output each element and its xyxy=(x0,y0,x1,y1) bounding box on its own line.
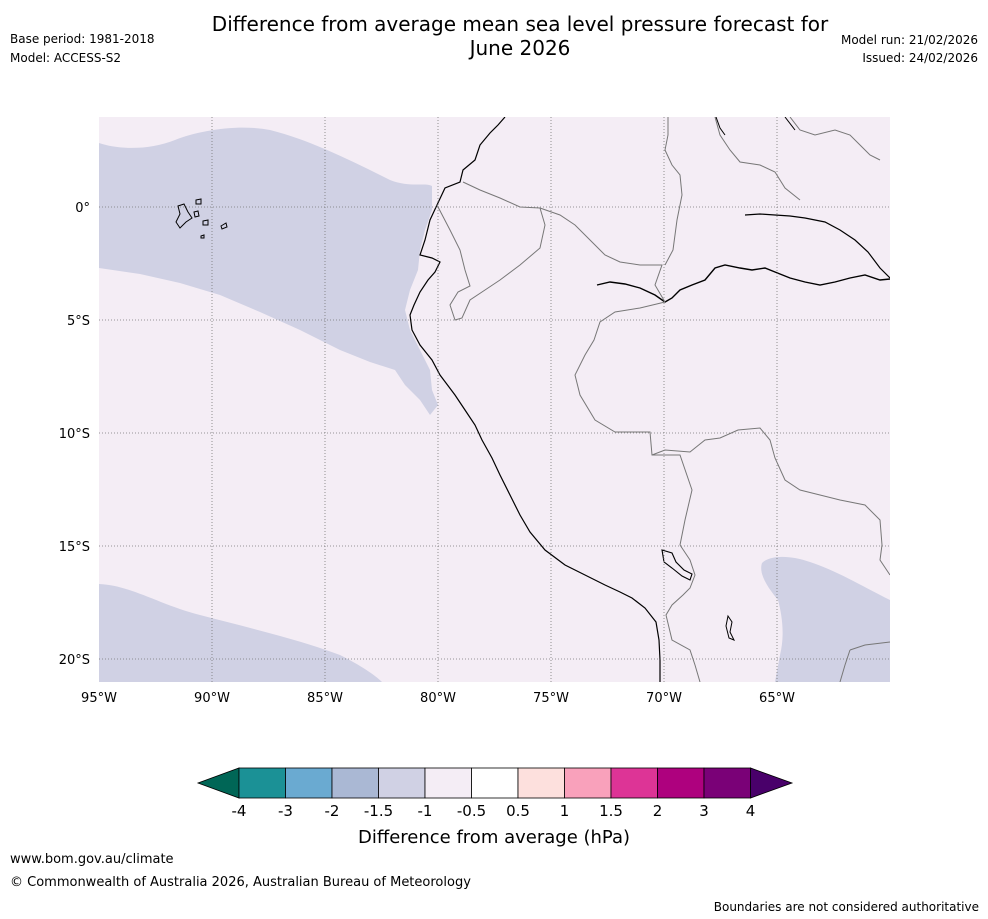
lon-label: 65°W xyxy=(759,691,795,706)
negative-anomaly-region-pacific xyxy=(99,127,438,415)
longitude-labels: 95°W 90°W 85°W 80°W 75°W 70°W 65°W xyxy=(81,691,795,706)
colorbar-swatch xyxy=(238,767,286,799)
colorbar-tick-label: 1.5 xyxy=(599,802,623,820)
footer-url[interactable]: www.bom.gov.au/climate xyxy=(10,852,174,867)
base-period-text: Base period: 1981-2018 xyxy=(10,32,155,46)
issued-text: Issued: 24/02/2026 xyxy=(862,51,978,65)
colorbar-swatch xyxy=(378,767,426,799)
border-bolivia-chile xyxy=(665,544,701,682)
latitude-labels: 0° 5°S 10°S 15°S 20°S xyxy=(59,201,90,668)
page-title: Difference from average mean sea level p… xyxy=(170,12,870,60)
lake-poopo xyxy=(725,614,736,641)
lon-label: 95°W xyxy=(81,691,117,706)
amazon-river xyxy=(596,264,890,303)
footer-disclaimer: Boundaries are not considered authoritat… xyxy=(713,900,979,914)
colorbar-extend-low xyxy=(196,767,240,799)
coastline-south-america xyxy=(409,117,661,682)
lon-label: 85°W xyxy=(307,691,343,706)
lake-titicaca xyxy=(661,549,693,581)
lon-label: 75°W xyxy=(533,691,569,706)
colorbar-tick-label: -1.5 xyxy=(364,802,393,820)
lat-label: 0° xyxy=(75,201,90,216)
border-guyana xyxy=(789,117,881,161)
colorbar-tick-labels: -4 -3 -2 -1.5 -1 -0.5 0.5 1 1.5 2 3 4 xyxy=(232,802,756,820)
colorbar-tick-label: 0.5 xyxy=(506,802,530,820)
border-argentina xyxy=(839,649,851,682)
model-text: Model: ACCESS-S2 xyxy=(10,51,122,65)
colorbar-extend-high xyxy=(750,767,794,799)
colorbar-swatch xyxy=(610,767,658,799)
rio-negro xyxy=(744,213,890,279)
lon-label: 90°W xyxy=(194,691,230,706)
coastline-north xyxy=(715,117,726,136)
colorbar-tick-label: -4 xyxy=(232,802,247,820)
colorbar-swatch xyxy=(424,767,472,799)
colorbar-swatches xyxy=(196,767,794,799)
map-figure: 0° 5°S 10°S 15°S 20°S 95°W 90°W 85°W 80°… xyxy=(59,117,890,706)
border-peru-brazil xyxy=(574,301,693,546)
colorbar-tick-label: -2 xyxy=(325,802,340,820)
colorbar-swatch xyxy=(471,767,519,799)
graticule xyxy=(99,117,890,682)
border-ecuador-peru xyxy=(436,204,546,321)
border-colombia-brazil xyxy=(539,207,666,303)
colorbar-tick-label: -3 xyxy=(278,802,293,820)
model-run-text: Model run: 21/02/2026 xyxy=(840,33,978,47)
negative-anomaly-region-southeast xyxy=(761,556,890,682)
country-borders xyxy=(436,117,890,682)
border-brazil-bolivia xyxy=(651,427,890,576)
title-line-2: June 2026 xyxy=(469,36,571,60)
galapagos-islands xyxy=(175,198,228,239)
colorbar-swatch xyxy=(703,767,751,799)
colorbar-tick-label: -1 xyxy=(418,802,433,820)
colorbar-swatch xyxy=(285,767,333,799)
negative-anomaly-region-southwest xyxy=(99,584,382,682)
lat-label: 15°S xyxy=(59,540,90,555)
map-area xyxy=(99,117,890,682)
colorbar-tick-label: 1 xyxy=(560,802,570,820)
colorbar-tick-label: 3 xyxy=(699,802,709,820)
lon-label: 70°W xyxy=(646,691,682,706)
lat-label: 20°S xyxy=(59,653,90,668)
colorbar-tick-label: -0.5 xyxy=(457,802,486,820)
lat-label: 10°S xyxy=(59,427,90,442)
border-paraguay xyxy=(849,641,890,651)
border-venezuela-brazil xyxy=(714,117,801,201)
colorbar-swatch xyxy=(564,767,612,799)
coastline-north-east xyxy=(784,117,796,131)
colorbar-label: Difference from average (hPa) xyxy=(358,827,630,848)
lon-label: 80°W xyxy=(420,691,456,706)
colorbar-tick-label: 4 xyxy=(746,802,756,820)
colorbar: -4 -3 -2 -1.5 -1 -0.5 0.5 1 1.5 2 3 4 Di… xyxy=(196,767,794,848)
footer-copyright: © Commonwealth of Australia 2026, Austra… xyxy=(10,875,471,890)
colorbar-swatch xyxy=(331,767,379,799)
colorbar-tick-label: 2 xyxy=(653,802,663,820)
lat-label: 5°S xyxy=(67,314,90,329)
colorbar-swatch xyxy=(657,767,705,799)
border-colombia-venezuela xyxy=(664,117,683,266)
border-colombia-ecuador xyxy=(462,181,541,209)
colorbar-swatch xyxy=(517,767,565,799)
title-line-1: Difference from average mean sea level p… xyxy=(211,12,829,36)
